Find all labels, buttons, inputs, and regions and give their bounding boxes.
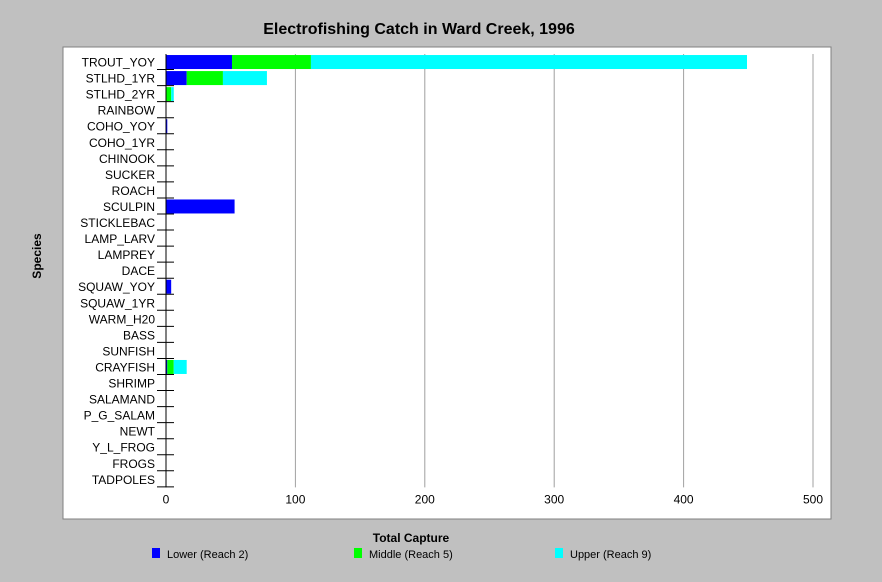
- y-tick-label: RAINBOW: [98, 104, 156, 118]
- bar-segment: [166, 55, 232, 70]
- x-axis-title: Total Capture: [373, 531, 450, 545]
- y-tick-label: P_G_SALAM: [84, 409, 155, 423]
- chart-title: Electrofishing Catch in Ward Creek, 1996: [263, 21, 575, 38]
- y-tick-label: LAMP_LARV: [85, 232, 155, 246]
- bar-segment: [166, 87, 172, 102]
- bar-segment: [166, 359, 168, 374]
- y-tick-label: LAMPREY: [98, 248, 155, 262]
- bar-segment: [167, 359, 174, 374]
- x-tick-label: 200: [415, 492, 435, 506]
- legend-swatch: [555, 548, 563, 558]
- x-tick-label: 0: [163, 492, 170, 506]
- y-tick-label: FROGS: [112, 457, 155, 471]
- y-tick-labels: TROUT_YOY STLHD_1YR STLHD_2YR RAINBOW COHO_Y…: [78, 56, 156, 487]
- legend-label: Upper (Reach 9): [570, 549, 651, 561]
- y-tick-label: NEWT: [120, 425, 156, 439]
- y-tick-label: SUNFISH: [102, 344, 155, 358]
- y-tick-label: TROUT_YOY: [82, 56, 155, 70]
- y-tick-label: COHO_YOY: [87, 120, 155, 134]
- y-tick-label: SQUAW_YOY: [78, 280, 155, 294]
- y-tick-label: STLHD_2YR: [86, 88, 156, 102]
- y-tick-label: ROACH: [112, 184, 155, 198]
- x-tick-label: 300: [544, 492, 564, 506]
- bar-segment: [166, 279, 172, 294]
- plot-area: [62, 46, 832, 520]
- y-tick-label: STICKLEBAC: [80, 216, 155, 230]
- y-tick-label: CRAYFISH: [95, 360, 155, 374]
- legend-swatch: [152, 548, 160, 558]
- legend-label: Middle (Reach 5): [369, 549, 453, 561]
- y-tick-label: BASS: [123, 328, 155, 342]
- bar-segment: [166, 199, 235, 214]
- legend-swatch: [354, 548, 362, 558]
- bars: [166, 55, 748, 374]
- bar-segment: [171, 87, 174, 102]
- bar-segment: [186, 71, 223, 86]
- bar-segment: [231, 55, 311, 70]
- grid-lines: [294, 54, 814, 488]
- y-tick-label: SALAMAND: [89, 393, 155, 407]
- bar-segment: [166, 71, 187, 86]
- legend: Lower (Reach 2) Middle (Reach 5) Upper (Re…: [152, 548, 651, 561]
- x-tick-label: 500: [803, 492, 823, 506]
- x-tick-label: 400: [674, 492, 694, 506]
- bar-segment: [166, 119, 168, 134]
- y-tick-label: SCULPIN: [103, 200, 155, 214]
- bar-segment: [222, 71, 267, 86]
- y-tick-label: COHO_1YR: [89, 136, 155, 150]
- y-tick-label: SUCKER: [105, 168, 155, 182]
- y-tick-label: WARM_H20: [89, 312, 156, 326]
- y-tick-label: CHINOOK: [99, 152, 155, 166]
- y-tick-label: SHRIMP: [108, 377, 155, 391]
- y-tick-label: Y_L_FROG: [92, 441, 155, 455]
- y-tick-label: DACE: [122, 264, 155, 278]
- legend-label: Lower (Reach 2): [167, 549, 248, 561]
- bar-segment: [173, 359, 187, 374]
- y-tick-label: TADPOLES: [92, 473, 155, 487]
- x-tick-labels: 0 100 200 300 400 500: [163, 492, 824, 506]
- bar-segment: [310, 55, 748, 70]
- y-tick-label: STLHD_1YR: [86, 72, 156, 86]
- y-tick-label: SQUAW_1YR: [80, 296, 155, 310]
- x-tick-label: 100: [285, 492, 305, 506]
- axes: [157, 54, 174, 488]
- y-axis-title: Species: [30, 233, 44, 279]
